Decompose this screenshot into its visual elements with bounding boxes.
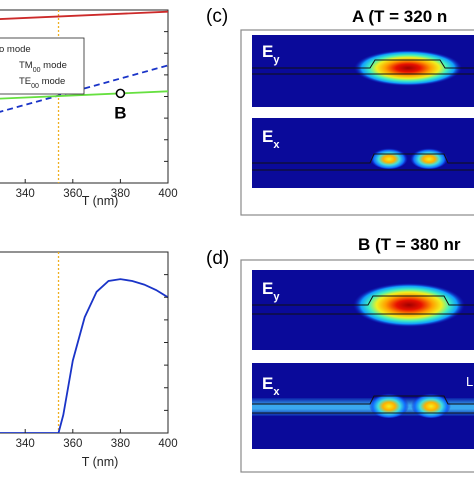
series-line-1 — [0, 278, 168, 433]
panel-d: (d) B (T = 380 nr Ey Ex L — [206, 235, 474, 473]
panel-c-label: (c) — [206, 6, 228, 27]
x-tick-label: 380 — [111, 438, 130, 450]
series-line-3 — [0, 90, 168, 100]
legend: o mode TM00 mode TE00 mode — [0, 37, 85, 95]
series-line-1 — [0, 10, 168, 20]
bottom-left-xlabel: T (nm) — [82, 455, 119, 469]
panel-c: (c) A (T = 320 n Ey Ex — [206, 6, 474, 216]
x-tick-label: 360 — [63, 188, 82, 200]
panel-c-ey-map: Ey — [252, 35, 474, 107]
legend-box — [0, 37, 85, 95]
series-line-2 — [0, 64, 168, 113]
point-label-B: B — [114, 103, 126, 122]
x-tick-label: 360 — [63, 438, 82, 450]
legend-entry-1: o mode — [0, 44, 31, 55]
x-tick-label: 400 — [158, 188, 177, 200]
x-tick-label: 340 — [16, 438, 35, 450]
x-tick-label: 400 — [158, 438, 177, 450]
panel-c-ey-label: Ey — [262, 42, 280, 66]
panel-d-extra-text: L — [466, 374, 473, 389]
top-left-xlabel: T (nm) — [82, 194, 119, 208]
bottom-left-chart: 320340360380400 T (nm) — [0, 251, 178, 469]
legend-entry-3: TE00 mode — [19, 76, 65, 90]
x-tick-label: 380 — [111, 188, 130, 200]
panel-d-ex-map: Ex L — [252, 363, 474, 449]
panel-d-ey-label: Ey — [262, 279, 280, 303]
panel-c-ex-label: Ex — [262, 127, 280, 151]
panel-d-title: B (T = 380 nr — [358, 235, 461, 254]
x-tick-label: 340 — [16, 188, 35, 200]
bottom-left-axes-box — [0, 251, 169, 434]
panel-d-ex-label: Ex — [262, 374, 280, 398]
legend-entry-2: TM00 mode — [19, 60, 67, 74]
panel-d-ey-map: Ey — [252, 270, 474, 350]
panel-d-label: (d) — [206, 248, 229, 269]
panel-c-ex-map: Ex — [252, 118, 474, 188]
panel-c-title: A (T = 320 n — [352, 7, 447, 26]
top-left-axes-box — [0, 9, 169, 184]
point-marker-B — [115, 88, 126, 99]
top-left-chart: 320340360380400 AB T (nm) o mode TM00 mo… — [0, 9, 178, 208]
